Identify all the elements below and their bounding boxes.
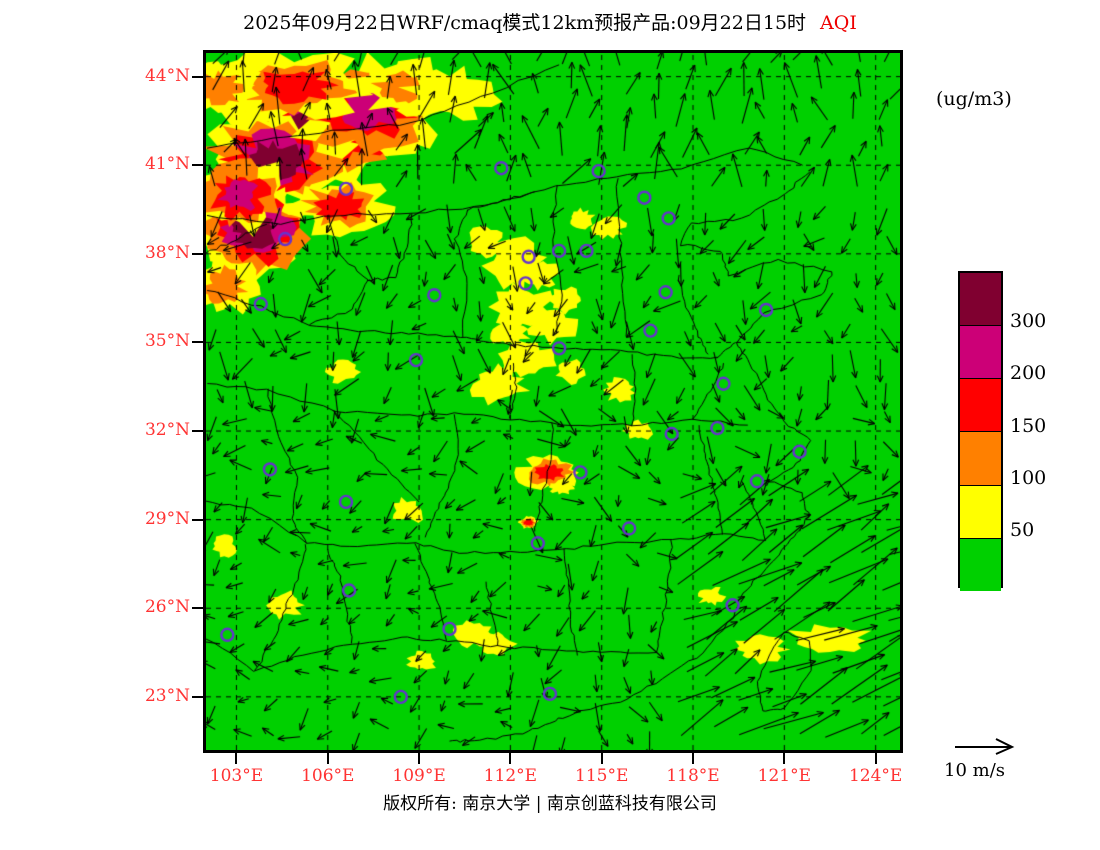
- colorbar-band: [960, 326, 1001, 380]
- y-axis-tick-label: 32°N: [144, 420, 190, 441]
- y-axis-tick-mark: [192, 607, 203, 610]
- x-axis-tick-mark: [874, 753, 877, 764]
- y-axis-tick-label: 29°N: [144, 508, 190, 529]
- y-axis-tick-mark: [192, 430, 203, 433]
- title-variable-text: AQI: [820, 12, 857, 34]
- colorbar-tick-label: 150: [1010, 414, 1047, 437]
- y-axis-tick-label: 26°N: [144, 597, 190, 618]
- y-axis-tick-label: 41°N: [144, 154, 190, 175]
- y-axis-tick-mark: [192, 518, 203, 521]
- colorbar-tick-label: 200: [1010, 362, 1047, 385]
- y-axis-tick-label: 35°N: [144, 331, 190, 352]
- colorbar-tick-label: 50: [1010, 518, 1035, 541]
- x-axis-tick-mark: [235, 753, 238, 764]
- x-axis-tick-mark: [783, 753, 786, 764]
- aqi-heatmap-canvas: [206, 53, 900, 750]
- y-axis-tick-mark: [192, 695, 203, 698]
- x-axis-tick-label: 112°E: [483, 766, 538, 786]
- y-axis-tick-label: 44°N: [144, 65, 190, 86]
- colorbar-band: [960, 273, 1001, 327]
- x-axis-tick-mark: [600, 753, 603, 764]
- wind-scale-label: 10 m/s: [944, 760, 1005, 781]
- x-axis-tick-mark: [418, 753, 421, 764]
- x-axis-tick-label: 103°E: [209, 766, 264, 786]
- page-title: 2025年09月22日WRF/cmaq模式12km预报产品:09月22日15时 A…: [0, 8, 1100, 35]
- y-axis-tick-mark: [192, 252, 203, 255]
- wind-scale-arrow-icon: [955, 738, 1015, 755]
- x-axis-tick-label: 121°E: [757, 766, 811, 786]
- colorbar-unit-label: (ug/m3): [936, 88, 1012, 110]
- title-main-text: 2025年09月22日WRF/cmaq模式12km预报产品:09月22日15时: [243, 12, 807, 34]
- y-axis-tick-mark: [192, 75, 203, 78]
- y-axis-tick-label: 23°N: [144, 685, 190, 706]
- y-axis-tick-mark: [192, 341, 203, 344]
- x-axis-tick-mark: [509, 753, 512, 764]
- colorbar-band: [960, 432, 1001, 486]
- y-axis-tick-label: 38°N: [144, 242, 190, 263]
- colorbar-band: [960, 538, 1001, 591]
- map-plot-area[interactable]: [203, 50, 903, 753]
- y-axis-tick-mark: [192, 164, 203, 167]
- colorbar-band: [960, 379, 1001, 433]
- x-axis-tick-label: 115°E: [575, 766, 629, 786]
- colorbar-tick-label: 300: [1010, 310, 1047, 333]
- x-axis-tick-label: 118°E: [666, 766, 720, 786]
- colorbar-tick-label: 100: [1010, 466, 1047, 489]
- x-axis-tick-label: 109°E: [392, 766, 446, 786]
- x-axis-tick-mark: [692, 753, 695, 764]
- colorbar-band: [960, 485, 1001, 539]
- x-axis-tick-label: 124°E: [848, 766, 903, 786]
- colorbar: [958, 271, 1003, 591]
- x-axis-tick-label: 106°E: [301, 766, 355, 786]
- x-axis-tick-mark: [326, 753, 329, 764]
- copyright-footer: 版权所有: 南京大学 | 南京创蓝科技有限公司: [383, 794, 717, 814]
